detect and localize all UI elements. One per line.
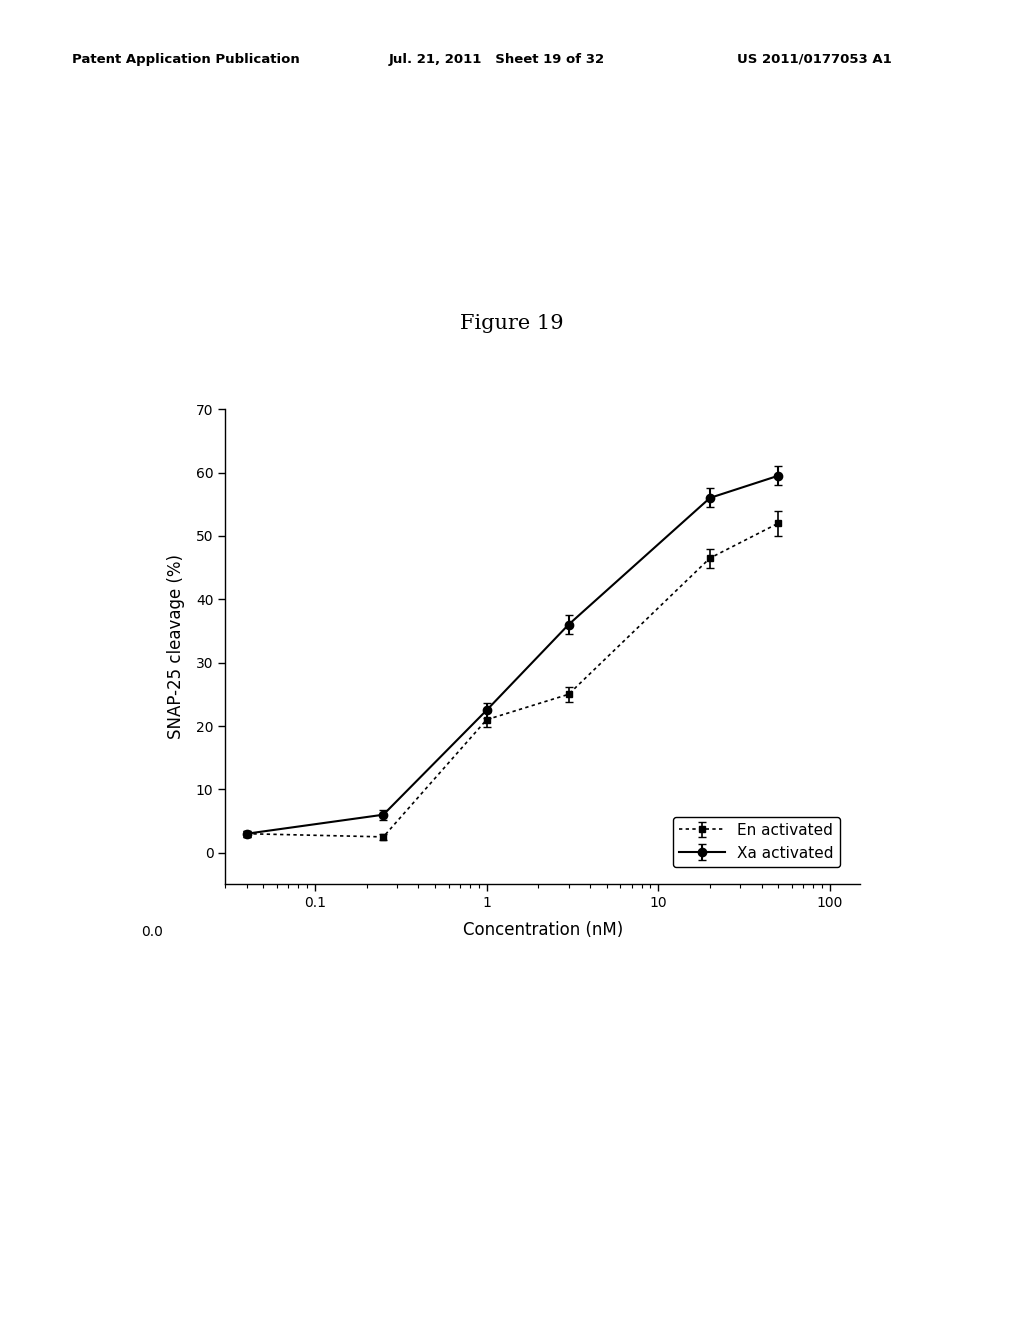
Text: Jul. 21, 2011   Sheet 19 of 32: Jul. 21, 2011 Sheet 19 of 32 — [389, 53, 605, 66]
X-axis label: Concentration (nM): Concentration (nM) — [463, 921, 623, 940]
Text: Patent Application Publication: Patent Application Publication — [72, 53, 299, 66]
Text: US 2011/0177053 A1: US 2011/0177053 A1 — [737, 53, 892, 66]
Text: Figure 19: Figure 19 — [460, 314, 564, 333]
Legend: En activated, Xa activated: En activated, Xa activated — [673, 817, 840, 867]
Y-axis label: SNAP-25 cleavage (%): SNAP-25 cleavage (%) — [167, 554, 184, 739]
Text: 0.0: 0.0 — [141, 925, 163, 939]
